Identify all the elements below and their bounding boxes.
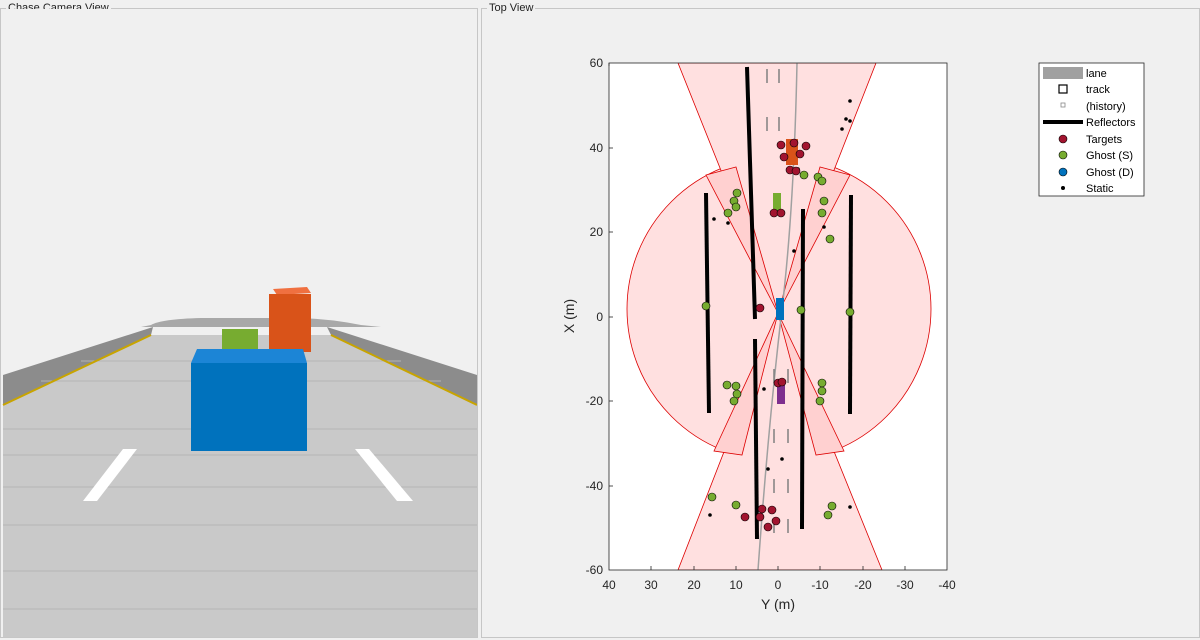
lane-dashes bbox=[766, 69, 789, 533]
legend-label: Targets bbox=[1086, 134, 1123, 146]
legend-label: lane bbox=[1086, 68, 1107, 80]
ghost-static-points bbox=[701, 170, 855, 520]
front-left-corner-coverage bbox=[705, 166, 779, 314]
distant-road bbox=[141, 318, 381, 327]
legend-label: track bbox=[1086, 84, 1110, 96]
x-tick-label: -10 bbox=[811, 578, 829, 592]
y-tick-label: 20 bbox=[590, 225, 604, 239]
x-tick-label: -30 bbox=[896, 578, 914, 592]
target-points bbox=[740, 138, 811, 532]
legend-label: Static bbox=[1086, 183, 1114, 195]
x-tick-label: 0 bbox=[775, 578, 782, 592]
top-view-plot: 40 30 20 10 0 -10 -20 -30 -40 60 40 20 0… bbox=[561, 56, 1145, 612]
rear-left-corner-coverage bbox=[713, 312, 779, 456]
lane-dash-left bbox=[83, 449, 137, 501]
ego-vehicle bbox=[776, 298, 784, 320]
chase-camera-panel: Chase Camera View bbox=[0, 1, 478, 638]
second-car bbox=[222, 329, 258, 351]
legend-label: Reflectors bbox=[1086, 117, 1136, 129]
ego-car-top bbox=[191, 349, 307, 363]
y-axis-label: X (m) bbox=[561, 299, 577, 333]
top-view-title: Top View bbox=[487, 1, 536, 15]
front-right-corner-coverage bbox=[777, 166, 851, 314]
target-circle-icon bbox=[1058, 134, 1068, 144]
x-tick-label: -20 bbox=[854, 578, 872, 592]
top-view-panel: Top View bbox=[481, 1, 1200, 638]
legend-box bbox=[1038, 62, 1145, 197]
x-tick-label: -40 bbox=[938, 578, 956, 592]
lead-car bbox=[269, 294, 311, 352]
y-tick-label: 40 bbox=[590, 141, 604, 155]
x-tick-label: 30 bbox=[644, 578, 658, 592]
lane-swatch-icon bbox=[1043, 67, 1083, 79]
legend-label: (history) bbox=[1086, 101, 1126, 113]
right-guard-wall bbox=[327, 327, 477, 405]
lead-car-top bbox=[273, 287, 311, 295]
square-marker-icon bbox=[1058, 84, 1068, 94]
x-tick-label: 40 bbox=[602, 578, 616, 592]
y-tick-label: 60 bbox=[590, 56, 604, 70]
left-guard-wall bbox=[3, 327, 153, 405]
second-vehicle bbox=[773, 193, 781, 213]
small-square-marker-icon bbox=[1060, 102, 1066, 108]
x-tick-label: 10 bbox=[729, 578, 743, 592]
legend-label: Ghost (S) bbox=[1086, 150, 1133, 162]
rear-vehicle bbox=[777, 384, 785, 404]
rear-right-corner-coverage bbox=[777, 312, 845, 456]
chase-camera-scene bbox=[1, 9, 477, 637]
static-dot-icon bbox=[1061, 186, 1065, 190]
legend: lane track (history) Reflectors Targets … bbox=[1038, 62, 1145, 197]
lane-dash-right bbox=[355, 449, 413, 501]
road-surface bbox=[3, 335, 477, 637]
ghost-static-circle-icon bbox=[1058, 150, 1068, 160]
left-edge-line bbox=[2, 334, 152, 406]
y-tick-label: 0 bbox=[596, 310, 603, 324]
y-tick-label: -60 bbox=[586, 563, 604, 577]
y-tick-label: -20 bbox=[586, 394, 604, 408]
x-axis-label: Y (m) bbox=[761, 596, 795, 612]
legend-label: Ghost (D) bbox=[1086, 167, 1134, 179]
x-tick-label: 20 bbox=[687, 578, 701, 592]
y-tick-label: -40 bbox=[586, 479, 604, 493]
tick-marks bbox=[608, 63, 906, 570]
ghost-dynamic-circle-icon bbox=[1058, 167, 1068, 177]
right-edge-line bbox=[330, 334, 477, 406]
ego-car bbox=[191, 363, 307, 451]
